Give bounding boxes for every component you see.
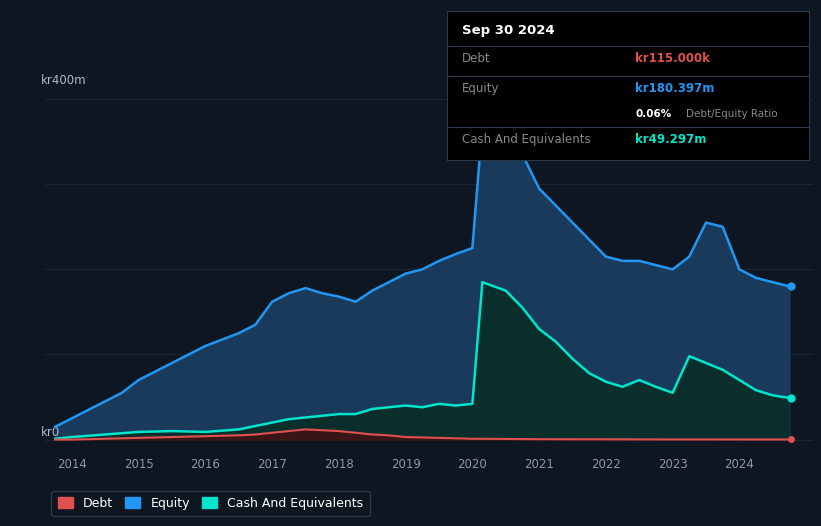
Text: 0.06%: 0.06% — [635, 109, 672, 119]
Text: Equity: Equity — [462, 83, 499, 96]
Text: Sep 30 2024: Sep 30 2024 — [462, 24, 554, 37]
Text: Debt: Debt — [462, 53, 490, 66]
Text: kr115.000k: kr115.000k — [635, 53, 710, 66]
Legend: Debt, Equity, Cash And Equivalents: Debt, Equity, Cash And Equivalents — [52, 491, 369, 516]
Text: kr49.297m: kr49.297m — [635, 134, 707, 146]
Text: Debt/Equity Ratio: Debt/Equity Ratio — [686, 109, 777, 119]
Text: Cash And Equivalents: Cash And Equivalents — [462, 134, 590, 146]
Text: kr400m: kr400m — [41, 74, 87, 87]
Text: kr180.397m: kr180.397m — [635, 83, 714, 96]
Text: kr0: kr0 — [41, 426, 61, 439]
